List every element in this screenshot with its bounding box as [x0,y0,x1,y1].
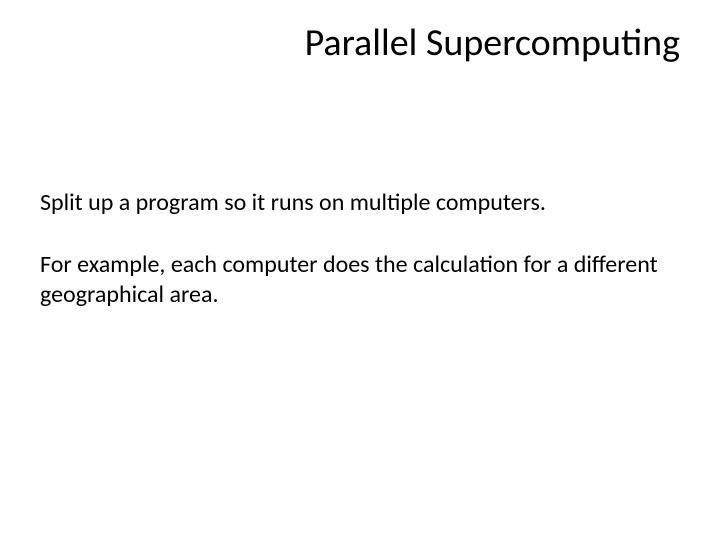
slide-body: Split up a program so it runs on multipl… [0,66,720,310]
slide-title: Parallel Supercomputing [0,0,720,66]
paragraph-1: Split up a program so it runs on multipl… [40,188,660,218]
paragraph-2: For example, each computer does the calc… [40,250,660,310]
slide-container: Parallel Supercomputing Split up a progr… [0,0,720,540]
